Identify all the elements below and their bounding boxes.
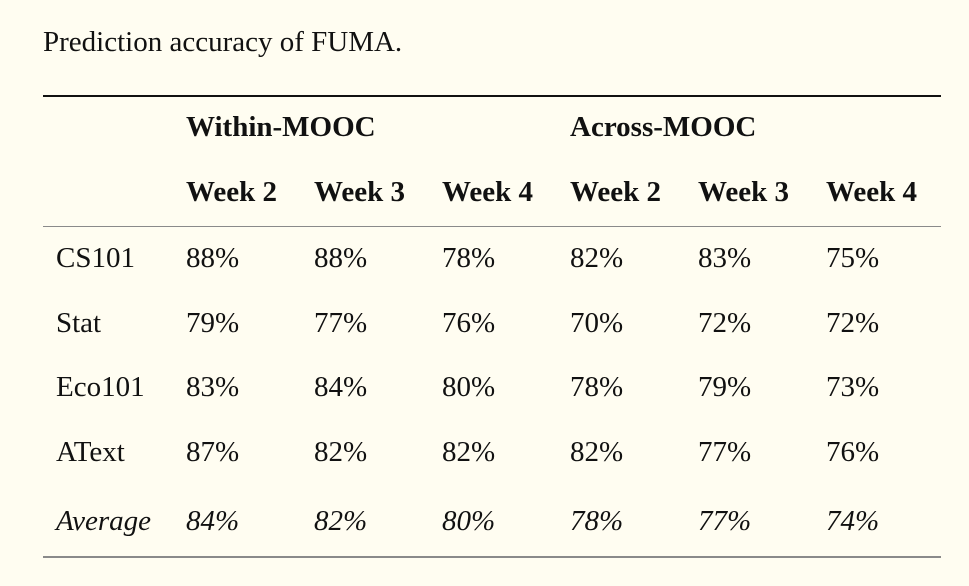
table-cell: 84% xyxy=(186,505,240,537)
row-label: CS101 xyxy=(56,242,135,274)
table-cell: 76% xyxy=(826,436,880,468)
table-cell: 82% xyxy=(314,505,368,537)
table-cell: 83% xyxy=(186,371,240,403)
table-cell: 78% xyxy=(570,371,624,403)
table-cell: 88% xyxy=(314,242,368,274)
table-caption: Prediction accuracy of FUMA. xyxy=(43,26,403,58)
table-cell: 72% xyxy=(698,307,752,339)
table-cell: 82% xyxy=(314,436,368,468)
table-bottom-rule xyxy=(43,556,941,558)
group-header-across-mooc: Across-MOOC xyxy=(570,111,757,143)
table-cell: 87% xyxy=(186,436,240,468)
table-cell: 82% xyxy=(442,436,496,468)
column-header: Week 3 xyxy=(698,176,790,208)
table-cell: 74% xyxy=(826,505,880,537)
column-header: Week 4 xyxy=(442,176,534,208)
table-cell: 88% xyxy=(186,242,240,274)
column-header: Week 4 xyxy=(826,176,918,208)
table-cell: 79% xyxy=(698,371,752,403)
table-cell: 77% xyxy=(698,436,752,468)
column-header: Week 2 xyxy=(186,176,278,208)
table-cell: 72% xyxy=(826,307,880,339)
table-cell: 76% xyxy=(442,307,496,339)
table-cell: 70% xyxy=(570,307,624,339)
table-cell: 78% xyxy=(570,505,624,537)
table-cell: 75% xyxy=(826,242,880,274)
table-cell: 77% xyxy=(314,307,368,339)
column-header: Week 3 xyxy=(314,176,406,208)
table-cell: 84% xyxy=(314,371,368,403)
row-label: AText xyxy=(56,436,125,468)
table-cell: 82% xyxy=(570,436,624,468)
row-label: Stat xyxy=(56,307,102,339)
table-cell: 80% xyxy=(442,505,496,537)
column-header: Week 2 xyxy=(570,176,662,208)
group-header-within-mooc: Within-MOOC xyxy=(186,111,376,143)
table-header-rule xyxy=(43,226,941,227)
row-label: Eco101 xyxy=(56,371,145,403)
table-cell: 77% xyxy=(698,505,752,537)
table-cell: 80% xyxy=(442,371,496,403)
table-top-rule xyxy=(43,95,941,97)
table-cell: 83% xyxy=(698,242,752,274)
table-cell: 79% xyxy=(186,307,240,339)
row-label-average: Average xyxy=(56,505,152,537)
table-cell: 78% xyxy=(442,242,496,274)
table-cell: 73% xyxy=(826,371,880,403)
table-cell: 82% xyxy=(570,242,624,274)
